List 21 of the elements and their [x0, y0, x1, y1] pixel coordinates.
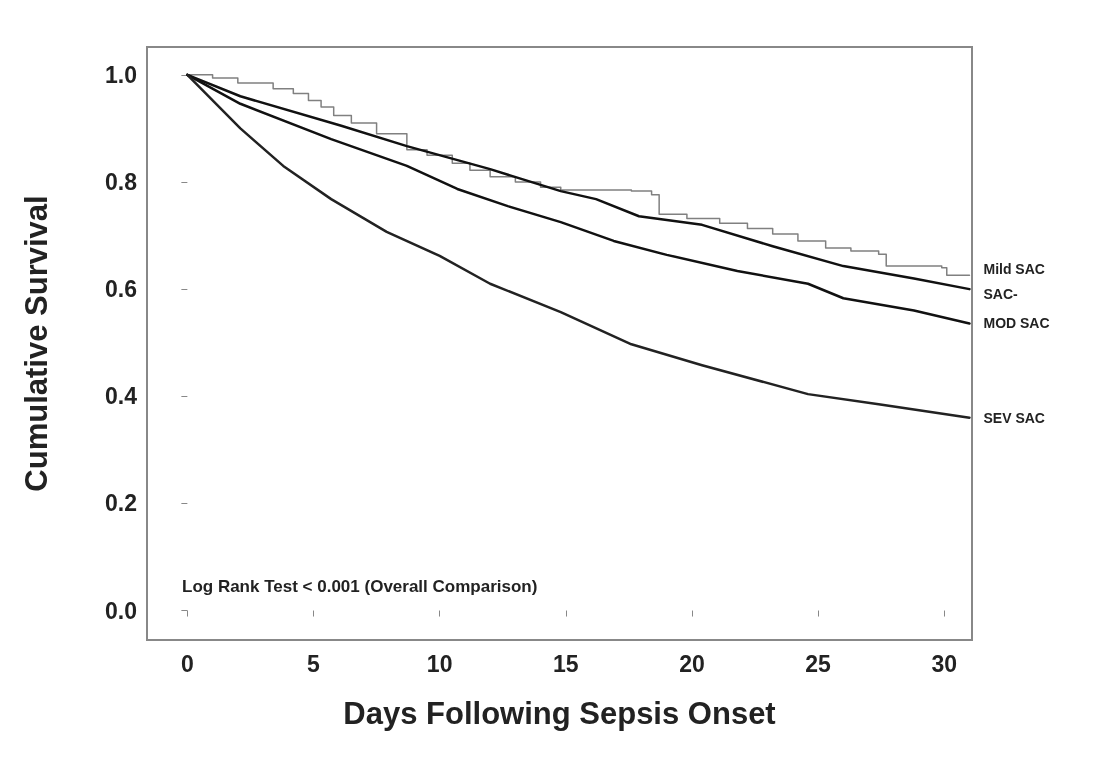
line-series — [186, 73, 971, 419]
x-tick-label: 25 — [805, 650, 832, 677]
y-tick-label: 0.4 — [105, 383, 138, 410]
y-tick-label: 0.8 — [105, 168, 138, 195]
x-tick-label: 10 — [426, 650, 453, 677]
series-label: SAC- — [983, 286, 1019, 303]
y-tick-label: 0.0 — [105, 597, 137, 624]
y-tick-label: 0.6 — [105, 276, 137, 303]
x-tick-label: 20 — [679, 650, 705, 677]
y-axis-title: Cumulative Survival — [19, 195, 54, 492]
series-label: Mild SAC — [983, 261, 1045, 278]
series-label: SEV SAC — [983, 409, 1045, 426]
annotation: Log Rank Test < 0.001 (Overall Comparison) — [182, 577, 538, 596]
x-tick-label: 30 — [931, 650, 958, 677]
y-tick-label: 1.0 — [105, 61, 137, 88]
x-axis-title: Days Following Sepsis Onset — [343, 696, 776, 731]
x-tick-label: 15 — [553, 650, 579, 677]
y-tick-label: 0.2 — [105, 490, 137, 517]
series-label: MOD SAC — [983, 315, 1050, 332]
x-tick-label: 5 — [307, 650, 321, 677]
x-tick-label: 0 — [180, 650, 194, 677]
